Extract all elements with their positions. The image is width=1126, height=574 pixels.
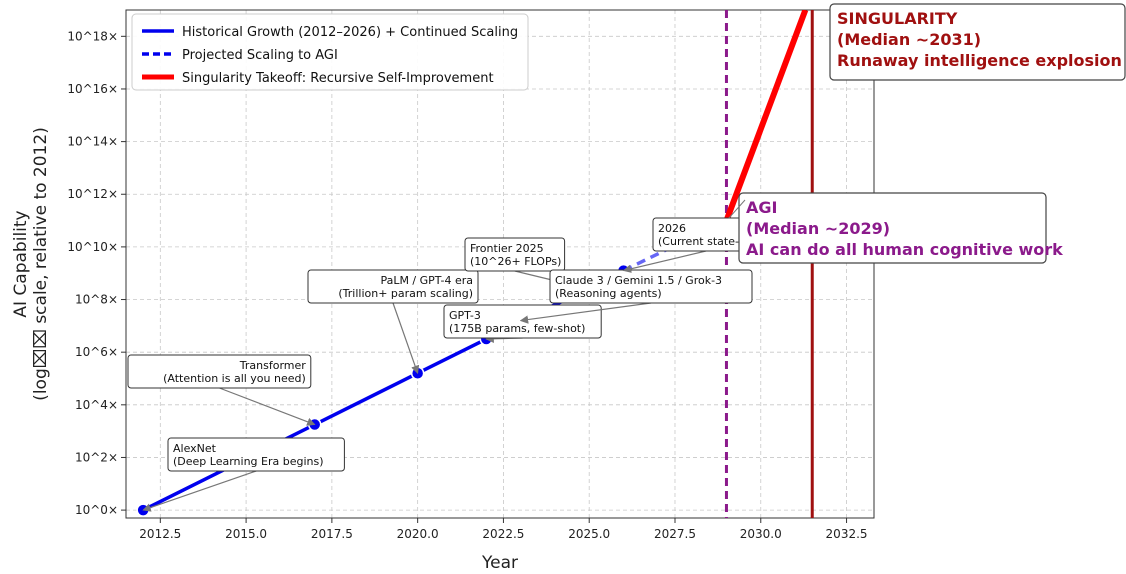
annotation-box [127, 354, 312, 389]
callout-text-line: AI can do all human cognitive work [746, 240, 1063, 259]
x-tick-label: 2017.5 [311, 527, 353, 541]
y-tick-label: 10^8× [75, 293, 118, 307]
x-tick-label: 2020.0 [397, 527, 439, 541]
annotation-arrow [142, 470, 257, 512]
annotation-text-line: PaLM / GPT-4 era [380, 274, 473, 287]
annotation-text-line: Frontier 2025 [470, 242, 544, 255]
annotation-text-line: (Trillion+ param scaling) [338, 287, 473, 300]
annotation-box [549, 269, 753, 304]
y-axis-title-line1: AI Capability [11, 210, 31, 317]
annotation-text-line: Claude 3 / Gemini 1.5 / Grok-3 [555, 274, 722, 287]
legend-label: Singularity Takeoff: Recursive Self-Impr… [182, 71, 494, 86]
y-tick-label: 10^10× [67, 240, 118, 254]
annotation: GPT-3(175B params, few-shot) [443, 304, 602, 344]
annotation: Transformer(Attention is all you need) [127, 354, 316, 426]
callout-text-line: (Median ~2031) [837, 30, 981, 49]
y-tick-label: 10^18× [67, 29, 118, 43]
annotation: Claude 3 / Gemini 1.5 / Grok-3(Reasoning… [519, 269, 753, 324]
y-axis-title-group: AI Capability (log⌧⌧ scale, relative to 2… [11, 127, 51, 401]
x-axis-ticks: 2012.5 2015.0 2017.5 2020.0 2022.5 2025.0 2027… [139, 518, 868, 541]
y-tick-label: 10^4× [75, 398, 118, 412]
annotation-text-line: (Reasoning agents) [555, 287, 662, 300]
annotation-text-line: (175B params, few-shot) [449, 322, 585, 335]
annotation-text-line: Transformer [239, 359, 306, 372]
annotation-arrow [392, 302, 420, 375]
agi-callout-pointer [728, 199, 746, 219]
x-tick-label: 2032.5 [826, 527, 868, 541]
y-tick-label: 10^2× [75, 450, 118, 464]
series-line-2 [723, 10, 809, 222]
callout-text-line: AGI [746, 198, 777, 217]
annotation-text-line: (Deep Learning Era begins) [173, 455, 324, 468]
callout-text-line: Runaway intelligence explosion [837, 51, 1122, 70]
annotation-arrow [219, 387, 316, 426]
legend-box [131, 13, 529, 91]
annotation-text-line: AlexNet [173, 442, 217, 455]
legend-label: Projected Scaling to AGI [182, 48, 338, 63]
annotation-box [167, 437, 345, 472]
singularity-callout: SINGULARITY (Median ~2031) Runaway intelli… [829, 3, 1126, 81]
legend-label: Historical Growth (2012–2026) + Continue… [182, 25, 518, 40]
annotation-text-line: 2026 [658, 222, 686, 235]
annotation: Frontier 2025(10^26+ FLOPs) [464, 237, 591, 292]
agi-callout: AGI (Median ~2029) AI can do all human cog… [738, 192, 1063, 264]
x-tick-label: 2025.0 [568, 527, 610, 541]
annotation-arrow [519, 302, 652, 324]
x-tick-label: 2030.0 [740, 527, 782, 541]
annotation: PaLM / GPT-4 era(Trillion+ param scaling… [307, 269, 479, 375]
annotation: AlexNet(Deep Learning Era begins) [142, 437, 345, 512]
y-tick-label: 10^6× [75, 345, 118, 359]
annotation: 2026(Current state- [622, 217, 760, 273]
y-tick-label: 10^0× [75, 503, 118, 517]
x-tick-label: 2022.5 [482, 527, 524, 541]
y-axis-ticks: 10^0× 10^2× 10^4× 10^6× 10^8× 10^10× 10^12× 10^… [67, 29, 126, 517]
annotation-box [307, 269, 479, 304]
annotations: AlexNet(Deep Learning Era begins) Transfo… [127, 217, 760, 512]
annotation-text-line: (10^26+ FLOPs) [470, 255, 561, 268]
y-axis-title-line2: (log⌧⌧ scale, relative to 2012) [31, 127, 51, 401]
x-tick-label: 2012.5 [139, 527, 181, 541]
annotation-box [464, 237, 566, 272]
legend: Historical Growth (2012–2026) + Continue… [131, 13, 529, 91]
x-tick-label: 2015.0 [225, 527, 267, 541]
y-tick-label: 10^16× [67, 82, 118, 96]
x-tick-label: 2027.5 [654, 527, 696, 541]
callout-text-line: SINGULARITY [837, 9, 958, 28]
callout-box [738, 192, 1047, 264]
plot-frame [125, 9, 875, 519]
callout-text-line: (Median ~2029) [746, 219, 890, 238]
annotation-text-line: (Current state- [658, 235, 739, 248]
annotation-arrow [622, 250, 707, 273]
annotation-text-line: (Attention is all you need) [163, 372, 306, 385]
y-tick-label: 10^14× [67, 135, 118, 149]
callout-box [829, 3, 1126, 81]
y-tick-label: 10^12× [67, 187, 118, 201]
annotation-text-line: GPT-3 [449, 309, 481, 322]
x-axis-title: Year [481, 553, 518, 573]
